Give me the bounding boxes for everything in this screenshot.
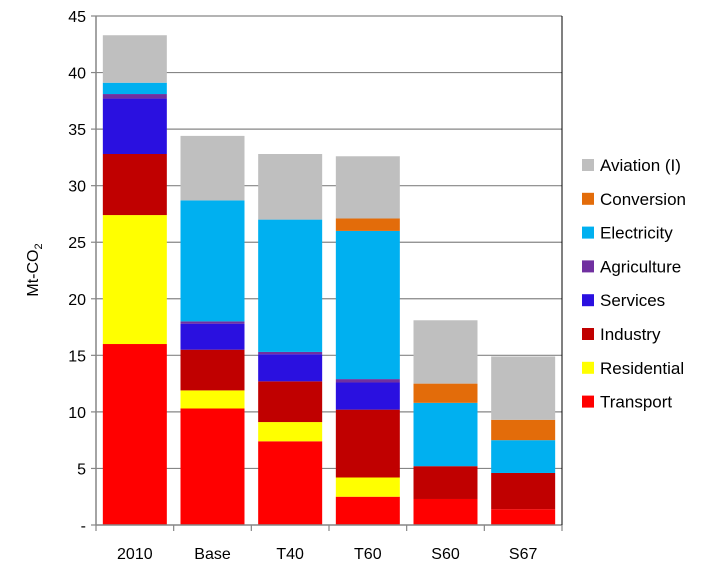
bar-segment-electricity-t60 <box>335 230 400 380</box>
x-tick-label: S60 <box>431 546 460 563</box>
bar-segment-services-t60 <box>335 382 400 410</box>
bar-segment-transport-s67 <box>491 509 556 525</box>
bar-segment-agriculture-t40 <box>258 351 323 355</box>
bar-segment-services-2010 <box>102 98 167 154</box>
bar-segment-agriculture-t60 <box>335 379 400 383</box>
legend-label: Electricity <box>600 224 673 243</box>
bar-segment-aviation-i-base <box>180 135 245 201</box>
legend-swatch <box>582 328 594 340</box>
bar-segment-industry-s67 <box>491 472 556 510</box>
bar-segment-industry-s60 <box>413 466 478 499</box>
legend-swatch <box>582 294 594 307</box>
bar-segment-services-base <box>180 323 245 350</box>
bar-segment-conversion-s60 <box>413 383 478 403</box>
bar-segment-agriculture-base <box>180 321 245 324</box>
bar-segment-aviation-i-s67 <box>491 356 556 420</box>
bar-segment-residential-2010 <box>102 215 167 345</box>
y-tick-label: 30 <box>68 179 86 196</box>
bar-segment-transport-t40 <box>258 441 323 525</box>
bar-segment-transport-s60 <box>413 498 478 525</box>
y-tick-label: 5 <box>77 461 86 478</box>
bar-segment-transport-base <box>180 408 245 525</box>
bar-segment-aviation-i-2010 <box>102 35 167 83</box>
bar-segment-transport-2010 <box>102 344 167 525</box>
legend-label: Residential <box>600 359 684 378</box>
y-tick-label: - <box>81 518 86 535</box>
legend-label: Transport <box>600 393 672 412</box>
legend-swatch <box>582 226 594 239</box>
y-tick-label: 45 <box>68 9 86 26</box>
legend-item: Industry <box>582 325 661 344</box>
bar-segment-residential-base <box>180 390 245 409</box>
legend-label: Aviation (I) <box>600 156 681 175</box>
y-tick-label: 15 <box>68 348 86 365</box>
legend-swatch <box>582 260 594 273</box>
bar-segment-agriculture-2010 <box>102 94 167 99</box>
legend-item: Services <box>582 291 665 310</box>
y-tick-label: 35 <box>68 122 86 139</box>
legend-swatch <box>582 361 594 374</box>
legend-label: Services <box>600 291 665 310</box>
legend-item: Conversion <box>582 190 686 209</box>
bar-segment-industry-t40 <box>258 381 323 423</box>
bar-segment-conversion-t60 <box>335 218 400 231</box>
y-axis-label: Mt-CO2 <box>25 243 45 296</box>
legend-swatch <box>582 159 594 171</box>
y-tick-label: 25 <box>68 235 86 252</box>
bar-segment-industry-base <box>180 349 245 391</box>
bar-segment-conversion-s67 <box>491 419 556 441</box>
legend-item: Agriculture <box>582 257 681 276</box>
y-tick-label: 40 <box>68 66 86 83</box>
bar-segment-industry-t60 <box>335 409 400 478</box>
bar-segment-transport-t60 <box>335 496 400 525</box>
bar-segment-aviation-i-t40 <box>258 153 323 220</box>
x-tick-label: 2010 <box>117 546 153 563</box>
bar-segment-electricity-s67 <box>491 440 556 473</box>
x-tick-label: T60 <box>354 546 382 563</box>
x-tick-label: Base <box>194 546 231 563</box>
bar-segment-residential-t40 <box>258 422 323 442</box>
bar-segment-aviation-i-t60 <box>335 156 400 219</box>
x-tick-label: S67 <box>509 546 538 563</box>
bar-segment-industry-2010 <box>102 153 167 216</box>
legend-item: Transport <box>582 393 672 412</box>
bar-segment-electricity-t40 <box>258 219 323 352</box>
bar-segment-aviation-i-s60 <box>413 320 478 384</box>
y-tick-label: 20 <box>68 292 86 309</box>
legend-item: Residential <box>582 359 684 378</box>
x-tick-label: T40 <box>276 546 304 563</box>
legend-item: Electricity <box>582 224 673 243</box>
legend-swatch <box>582 192 594 205</box>
bar-segment-electricity-2010 <box>102 82 167 95</box>
bar-segment-residential-t60 <box>335 477 400 497</box>
legend-label: Agriculture <box>600 257 681 276</box>
bar-segment-services-t40 <box>258 354 323 382</box>
legend-item: Aviation (I) <box>582 156 681 175</box>
y-tick-label: 10 <box>68 405 86 422</box>
bar-segment-electricity-base <box>180 200 245 322</box>
legend-swatch <box>582 395 594 408</box>
legend-label: Conversion <box>600 190 686 209</box>
legend-label: Industry <box>600 325 661 344</box>
bar-segment-electricity-s60 <box>413 402 478 467</box>
